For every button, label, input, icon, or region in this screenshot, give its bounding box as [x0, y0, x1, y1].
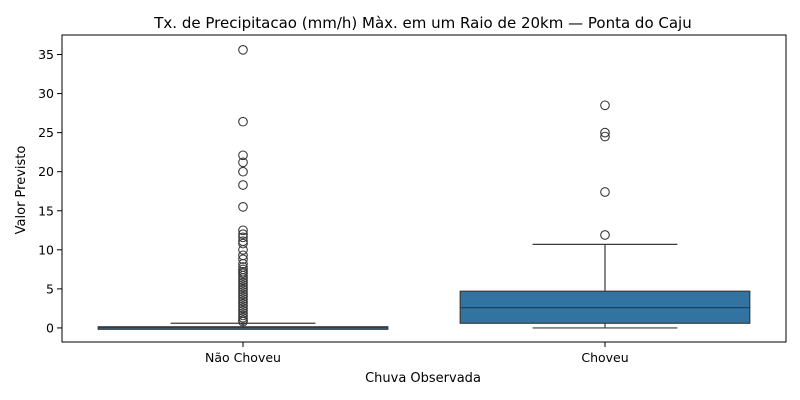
outlier-point [238, 305, 248, 316]
outlier-point [238, 298, 248, 309]
outlier-point [238, 277, 248, 288]
outlier-point [238, 244, 248, 255]
y-tick-label: 15 [38, 203, 54, 218]
outlier-point [238, 44, 248, 55]
outlier-point [238, 273, 248, 283]
outlier-point [238, 150, 248, 161]
outlier-point [238, 312, 248, 323]
y-tick-label: 10 [38, 242, 54, 257]
x-axis-label: Chuva Observada [365, 371, 481, 386]
outlier-point [238, 225, 248, 236]
outlier-point [238, 284, 248, 295]
outlier-point [238, 166, 248, 177]
outlier-point [238, 202, 248, 212]
outlier-point [600, 131, 610, 142]
outlier-point [600, 230, 610, 240]
outlier-point [238, 180, 248, 190]
outlier-point [238, 232, 248, 243]
y-tick-label: 5 [46, 281, 54, 296]
outlier-point [600, 100, 610, 111]
x-tick-label: Choveu [581, 350, 628, 365]
outlier-point [238, 301, 248, 311]
outlier-point [238, 282, 248, 293]
y-tick-label: 30 [38, 86, 54, 101]
outlier-point [238, 238, 248, 249]
box-group [97, 44, 389, 330]
outlier-point [238, 280, 248, 290]
outlier-point [238, 287, 248, 297]
outlier-point [600, 127, 610, 138]
outlier-point [238, 316, 248, 327]
outlier-point [238, 291, 248, 302]
x-axis: Não Choveu Choveu [205, 342, 629, 365]
outlier-point [238, 310, 248, 321]
y-tick-label: 20 [38, 164, 54, 179]
y-tick-label: 0 [46, 320, 54, 335]
outlier-point [238, 157, 248, 168]
outlier-point [238, 275, 248, 286]
y-tick-label: 25 [38, 125, 54, 140]
outlier-point [238, 268, 248, 279]
outlier-point [238, 229, 248, 240]
outlier-point [238, 294, 248, 304]
chart-title: Tx. de Precipitacao (mm/h) Màx. em um Ra… [153, 14, 691, 32]
x-tick-label: Não Choveu [205, 350, 281, 365]
outlier-point [238, 296, 248, 307]
y-axis-label: Valor Previsto [14, 146, 29, 235]
outlier-point [238, 254, 248, 265]
box-group [459, 100, 751, 329]
outlier-point [238, 116, 248, 127]
plot-area [97, 44, 751, 330]
outlier-point [238, 303, 248, 314]
plot-frame [61, 34, 787, 343]
outlier-point [238, 289, 248, 300]
outlier-point [238, 259, 248, 269]
y-axis: 0 5 10 15 20 25 30 35 [38, 47, 62, 335]
outlier-point [600, 187, 610, 197]
outlier-point [238, 270, 248, 281]
y-tick-label: 35 [38, 47, 54, 62]
